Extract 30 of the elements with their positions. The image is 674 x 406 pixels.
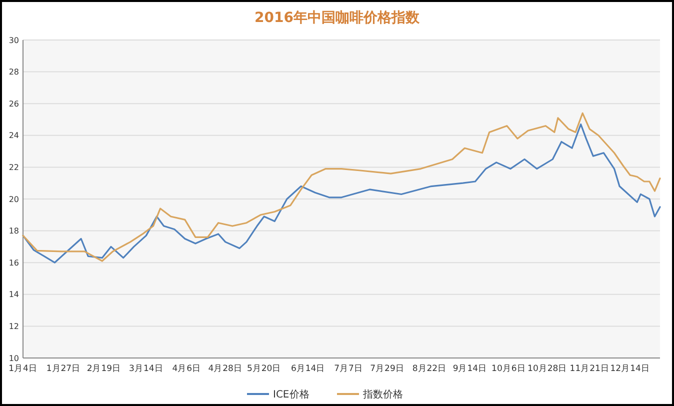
- y-tick-label: 10: [8, 354, 19, 363]
- x-tick-label: 7月7日: [334, 364, 363, 374]
- y-tick-label: 16: [8, 258, 19, 268]
- y-tick-label: 24: [8, 131, 19, 140]
- x-tick-label: 1月4日: [8, 364, 38, 374]
- x-tick-label: 11月21日: [570, 364, 610, 374]
- x-tick-label: 4月28日: [208, 364, 242, 374]
- y-tick-label: 28: [8, 68, 19, 77]
- y-tick-label: 30: [8, 36, 19, 45]
- x-tick-label: 6月14日: [290, 364, 326, 374]
- x-tick-label: 10月28日: [528, 364, 568, 374]
- y-tick-label: 26: [8, 99, 19, 108]
- y-tick-label: 14: [8, 290, 19, 300]
- x-tick-label: 7月29日: [370, 364, 404, 374]
- x-tick-label: 12月14日: [610, 364, 650, 374]
- y-tick-label: 20: [8, 194, 19, 204]
- x-tick-label: 1月27日: [46, 364, 81, 374]
- x-tick-label: 3月14日: [129, 364, 164, 374]
- x-tick-label: 9月14日: [452, 364, 488, 374]
- legend-label: ICE价格: [273, 388, 310, 400]
- x-tick-label: 2月19日: [86, 364, 122, 374]
- y-tick-label: 12: [8, 322, 19, 331]
- x-tick-label: 4月6日: [172, 364, 202, 374]
- y-tick-label: 18: [8, 226, 19, 236]
- x-tick-label: 8月22日: [412, 364, 447, 374]
- chart-title: 2016年中国咖啡价格指数: [254, 10, 420, 26]
- legend-label: 指数价格: [362, 388, 403, 400]
- x-tick-label: 5月20日: [246, 364, 282, 374]
- y-tick-label: 22: [8, 163, 19, 172]
- x-tick-label: 10月6日: [492, 364, 526, 374]
